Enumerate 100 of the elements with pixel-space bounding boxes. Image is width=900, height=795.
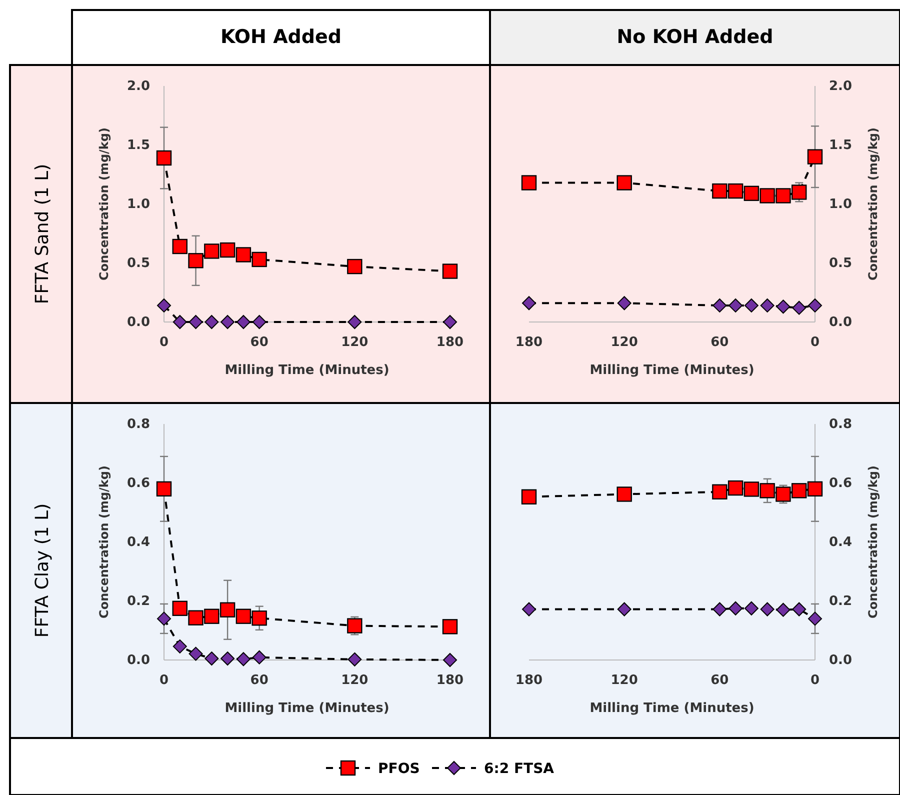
y-axis-title: Concentration (mg/kg) xyxy=(97,128,111,280)
x-tick-label: 120 xyxy=(341,673,368,688)
y2-axis-title: Concentration (mg/kg) xyxy=(866,466,880,618)
point xyxy=(220,315,235,329)
point xyxy=(188,610,204,626)
x-tick-label: 60 xyxy=(250,335,268,350)
point xyxy=(157,298,171,312)
y2-tick-label: 0.2 xyxy=(829,594,852,609)
point xyxy=(442,264,458,279)
point xyxy=(744,298,758,312)
chart-title: KOH Added xyxy=(220,26,342,48)
y2-tick-label: 1.0 xyxy=(829,197,852,212)
point xyxy=(616,486,632,502)
point xyxy=(220,602,236,618)
text: FFTA Clay (1 L) xyxy=(32,503,53,638)
point xyxy=(760,188,775,204)
point xyxy=(157,612,171,626)
point xyxy=(252,252,267,268)
y-tick-label: 0.6 xyxy=(126,476,150,491)
y-tick-label: 0.5 xyxy=(126,256,150,271)
x-tick-label: 60 xyxy=(710,673,729,688)
x-tick-label: 180 xyxy=(436,335,464,350)
point xyxy=(188,315,203,329)
point xyxy=(348,315,362,329)
text: FFTA Sand (1 L) xyxy=(32,164,53,304)
point xyxy=(204,652,219,666)
x-tick-label: 0 xyxy=(810,335,820,350)
y-tick-label: 1.0 xyxy=(126,197,150,212)
chart-title: No KOH Added xyxy=(616,26,774,48)
point xyxy=(760,298,774,312)
point xyxy=(728,480,744,496)
point xyxy=(760,483,775,498)
point xyxy=(236,652,250,666)
point xyxy=(744,186,760,201)
point xyxy=(220,652,235,666)
point xyxy=(172,600,188,616)
point xyxy=(156,150,172,166)
y-tick-label: 1.5 xyxy=(126,138,150,153)
x-tick-label: 60 xyxy=(710,335,729,350)
point xyxy=(522,296,536,310)
point xyxy=(744,482,760,497)
y2-tick-label: 0.6 xyxy=(829,476,852,491)
point xyxy=(521,175,537,190)
y2-tick-label: 1.5 xyxy=(829,138,852,153)
point xyxy=(236,247,252,262)
point xyxy=(712,484,728,500)
point xyxy=(712,183,728,199)
x-tick-label: 0 xyxy=(159,673,169,688)
point xyxy=(617,602,632,616)
point xyxy=(172,639,187,654)
point xyxy=(156,481,172,496)
point xyxy=(807,149,823,164)
y2-tick-label: 0.5 xyxy=(829,256,852,271)
point xyxy=(236,608,252,624)
point xyxy=(188,646,203,661)
y2-axis-title: Concentration (mg/kg) xyxy=(866,128,880,280)
y-axis-title: Concentration (mg/kg) xyxy=(97,466,111,618)
x-tick-label: 120 xyxy=(610,335,638,350)
point xyxy=(776,300,790,314)
point xyxy=(712,602,727,616)
point xyxy=(776,602,790,617)
y2-tick-label: 0.0 xyxy=(829,653,852,668)
point xyxy=(220,242,236,258)
point xyxy=(808,298,822,312)
point xyxy=(443,315,457,329)
point xyxy=(347,618,362,634)
point xyxy=(792,602,806,616)
y-tick-label: 0.2 xyxy=(126,594,150,609)
x-axis-title: Milling Time (Minutes) xyxy=(590,363,754,378)
point xyxy=(252,315,266,329)
point xyxy=(442,619,458,634)
point xyxy=(792,300,806,315)
point xyxy=(792,483,807,498)
y-tick-label: 2.0 xyxy=(126,79,150,94)
x-tick-label: 180 xyxy=(436,673,464,688)
point xyxy=(522,602,536,616)
x-axis-title: Milling Time (Minutes) xyxy=(224,363,390,378)
point xyxy=(776,188,791,204)
point xyxy=(807,481,823,496)
point xyxy=(236,315,250,329)
point xyxy=(760,602,774,616)
point xyxy=(728,601,743,616)
point xyxy=(252,650,266,664)
point xyxy=(728,183,744,199)
point xyxy=(204,315,219,329)
y2-tick-label: 0.4 xyxy=(829,535,852,550)
point xyxy=(776,486,791,502)
point xyxy=(712,298,727,312)
y-tick-label: 0.8 xyxy=(126,417,150,432)
y2-tick-label: 0.8 xyxy=(829,417,852,432)
y-tick-label: 0.4 xyxy=(126,535,150,550)
y2-tick-label: 0.0 xyxy=(829,315,852,330)
point xyxy=(204,608,220,624)
point xyxy=(172,238,188,254)
point xyxy=(347,258,362,274)
x-tick-label: 0 xyxy=(159,335,169,350)
x-axis-title: Milling Time (Minutes) xyxy=(590,701,754,716)
point xyxy=(744,601,758,616)
point xyxy=(252,610,267,626)
y-tick-label: 0.0 xyxy=(126,315,150,330)
